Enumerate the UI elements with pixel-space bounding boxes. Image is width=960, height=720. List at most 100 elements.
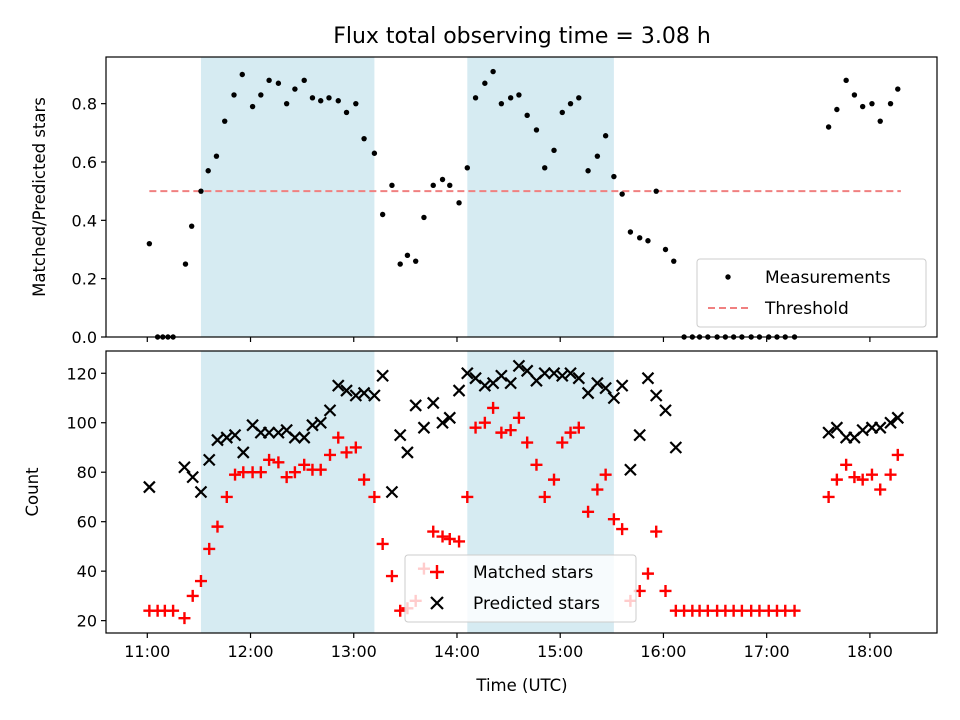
- predicted-star-point: [512, 359, 526, 373]
- matched-star-point: [582, 505, 595, 518]
- measurement-point: [869, 100, 875, 107]
- predicted-star-point: [659, 404, 672, 417]
- matched-star-point: [349, 441, 362, 454]
- matched-star-point: [521, 436, 534, 449]
- predicted-star-point: [426, 396, 440, 410]
- measurement-point: [594, 153, 601, 159]
- measurement-point: [439, 176, 446, 183]
- x-tick-label: 14:00: [434, 642, 480, 661]
- predicted-star-point: [581, 386, 595, 400]
- ratio-panel-y-ticks: 0.0 0.2 0.4 0.6 0.8: [72, 95, 106, 347]
- matched-star-point: [616, 523, 629, 536]
- matched-star-point: [641, 567, 654, 580]
- matched-star-point: [385, 570, 398, 583]
- predicted-star-point: [417, 421, 431, 434]
- measurement-point: [301, 77, 307, 84]
- legend-threshold-label: Threshold: [764, 299, 849, 319]
- predicted-star-point: [452, 384, 466, 397]
- matched-star-point: [203, 542, 216, 555]
- measurement-point: [627, 229, 634, 235]
- predicted-star-point: [331, 379, 345, 392]
- legend-predicted-stars-marker: [430, 596, 444, 610]
- matched-star-point: [856, 473, 869, 486]
- predicted-star-point: [633, 428, 646, 442]
- measurement-point: [662, 246, 669, 253]
- predicted-star-point: [538, 366, 552, 380]
- matched-star-point: [288, 466, 301, 479]
- x-axis-label: Time (UTC): [475, 676, 567, 695]
- matched-star-point: [186, 589, 199, 602]
- matched-star-point: [487, 401, 500, 414]
- matched-star-point: [548, 473, 561, 486]
- measurement-point: [239, 71, 245, 78]
- measurement-point: [379, 211, 386, 218]
- measurement-point: [533, 127, 540, 133]
- matched-star-point: [461, 490, 474, 503]
- measurement-point: [389, 182, 395, 189]
- matched-star-point: [229, 468, 242, 481]
- measurement-point: [249, 103, 256, 110]
- matched-star-point: [178, 612, 191, 625]
- predicted-star-point: [669, 441, 683, 454]
- x-tick-label: 16:00: [640, 642, 686, 661]
- measurement-point: [859, 103, 866, 110]
- matched-star-point: [530, 458, 543, 471]
- count-panel-x-ticks: 11:00 12:00 13:00 14:00 15:00 16:00 17:00 18:00: [124, 633, 893, 661]
- matched-star-point: [659, 584, 672, 597]
- matched-star-point: [512, 411, 525, 424]
- matched-star-point: [830, 473, 843, 486]
- predicted-star-point: [211, 433, 224, 447]
- matched-star-point: [848, 471, 861, 484]
- predicted-stars-series: [143, 359, 905, 499]
- measurement-point: [851, 92, 858, 98]
- predicted-star-point: [288, 431, 302, 444]
- y-tick-label: 100: [66, 414, 97, 433]
- y-tick-label: 0.0: [72, 328, 97, 347]
- matched-star-point: [840, 458, 853, 471]
- matched-star-point: [211, 520, 224, 533]
- count-panel-legend-box: [404, 554, 637, 623]
- measurement-point: [353, 100, 359, 107]
- predicted-star-point: [323, 404, 337, 417]
- predicted-star-point: [376, 369, 389, 383]
- measurement-point: [447, 182, 453, 189]
- matched-star-point: [874, 483, 887, 496]
- measurement-point: [412, 258, 419, 264]
- legend-measurements-label: Measurements: [765, 268, 891, 288]
- measurement-point: [309, 95, 316, 101]
- matched-star-point: [272, 456, 285, 469]
- measurement-point: [887, 100, 894, 107]
- matched-star-point: [340, 446, 353, 459]
- matched-star-point: [263, 453, 276, 466]
- measurement-point: [283, 100, 290, 107]
- predicted-star-point: [615, 379, 629, 392]
- matched-star-point: [572, 421, 585, 434]
- ratio-panel: 0.00.20.40.60.8 Matched/Predicted stars …: [30, 56, 938, 347]
- chart-title: Flux total observing time = 3.08 h: [333, 24, 711, 49]
- predicted-star-point: [469, 371, 482, 385]
- measurement-point: [567, 100, 574, 107]
- count-panel-y-axis-label: Count: [23, 467, 42, 517]
- measurement-point: [421, 214, 427, 221]
- predicted-star-point: [409, 399, 422, 412]
- matched-star-point: [865, 468, 878, 481]
- measurement-point: [834, 106, 840, 113]
- measurement-point: [275, 80, 282, 86]
- predicted-star-point: [495, 369, 508, 383]
- predicted-star-point: [564, 366, 577, 380]
- y-tick-label: 0.6: [72, 153, 97, 172]
- matched-star-point: [453, 535, 466, 548]
- matched-star-point: [788, 604, 801, 617]
- measurement-point: [222, 118, 228, 124]
- count-panel: 11:00 12:00 13:00 14:00 15:00 16:00 17:00 18:00…: [23, 350, 938, 695]
- predicted-star-point: [340, 384, 353, 397]
- predicted-star-point: [401, 446, 414, 459]
- measurement-point: [430, 182, 436, 189]
- predicted-star-point: [624, 463, 637, 477]
- matched-star-point: [254, 466, 267, 479]
- predicted-star-point: [591, 376, 604, 390]
- matched-star-point: [538, 490, 551, 503]
- measurement-point: [636, 235, 643, 241]
- matched-star-point: [591, 483, 604, 496]
- measurement-point: [318, 98, 324, 104]
